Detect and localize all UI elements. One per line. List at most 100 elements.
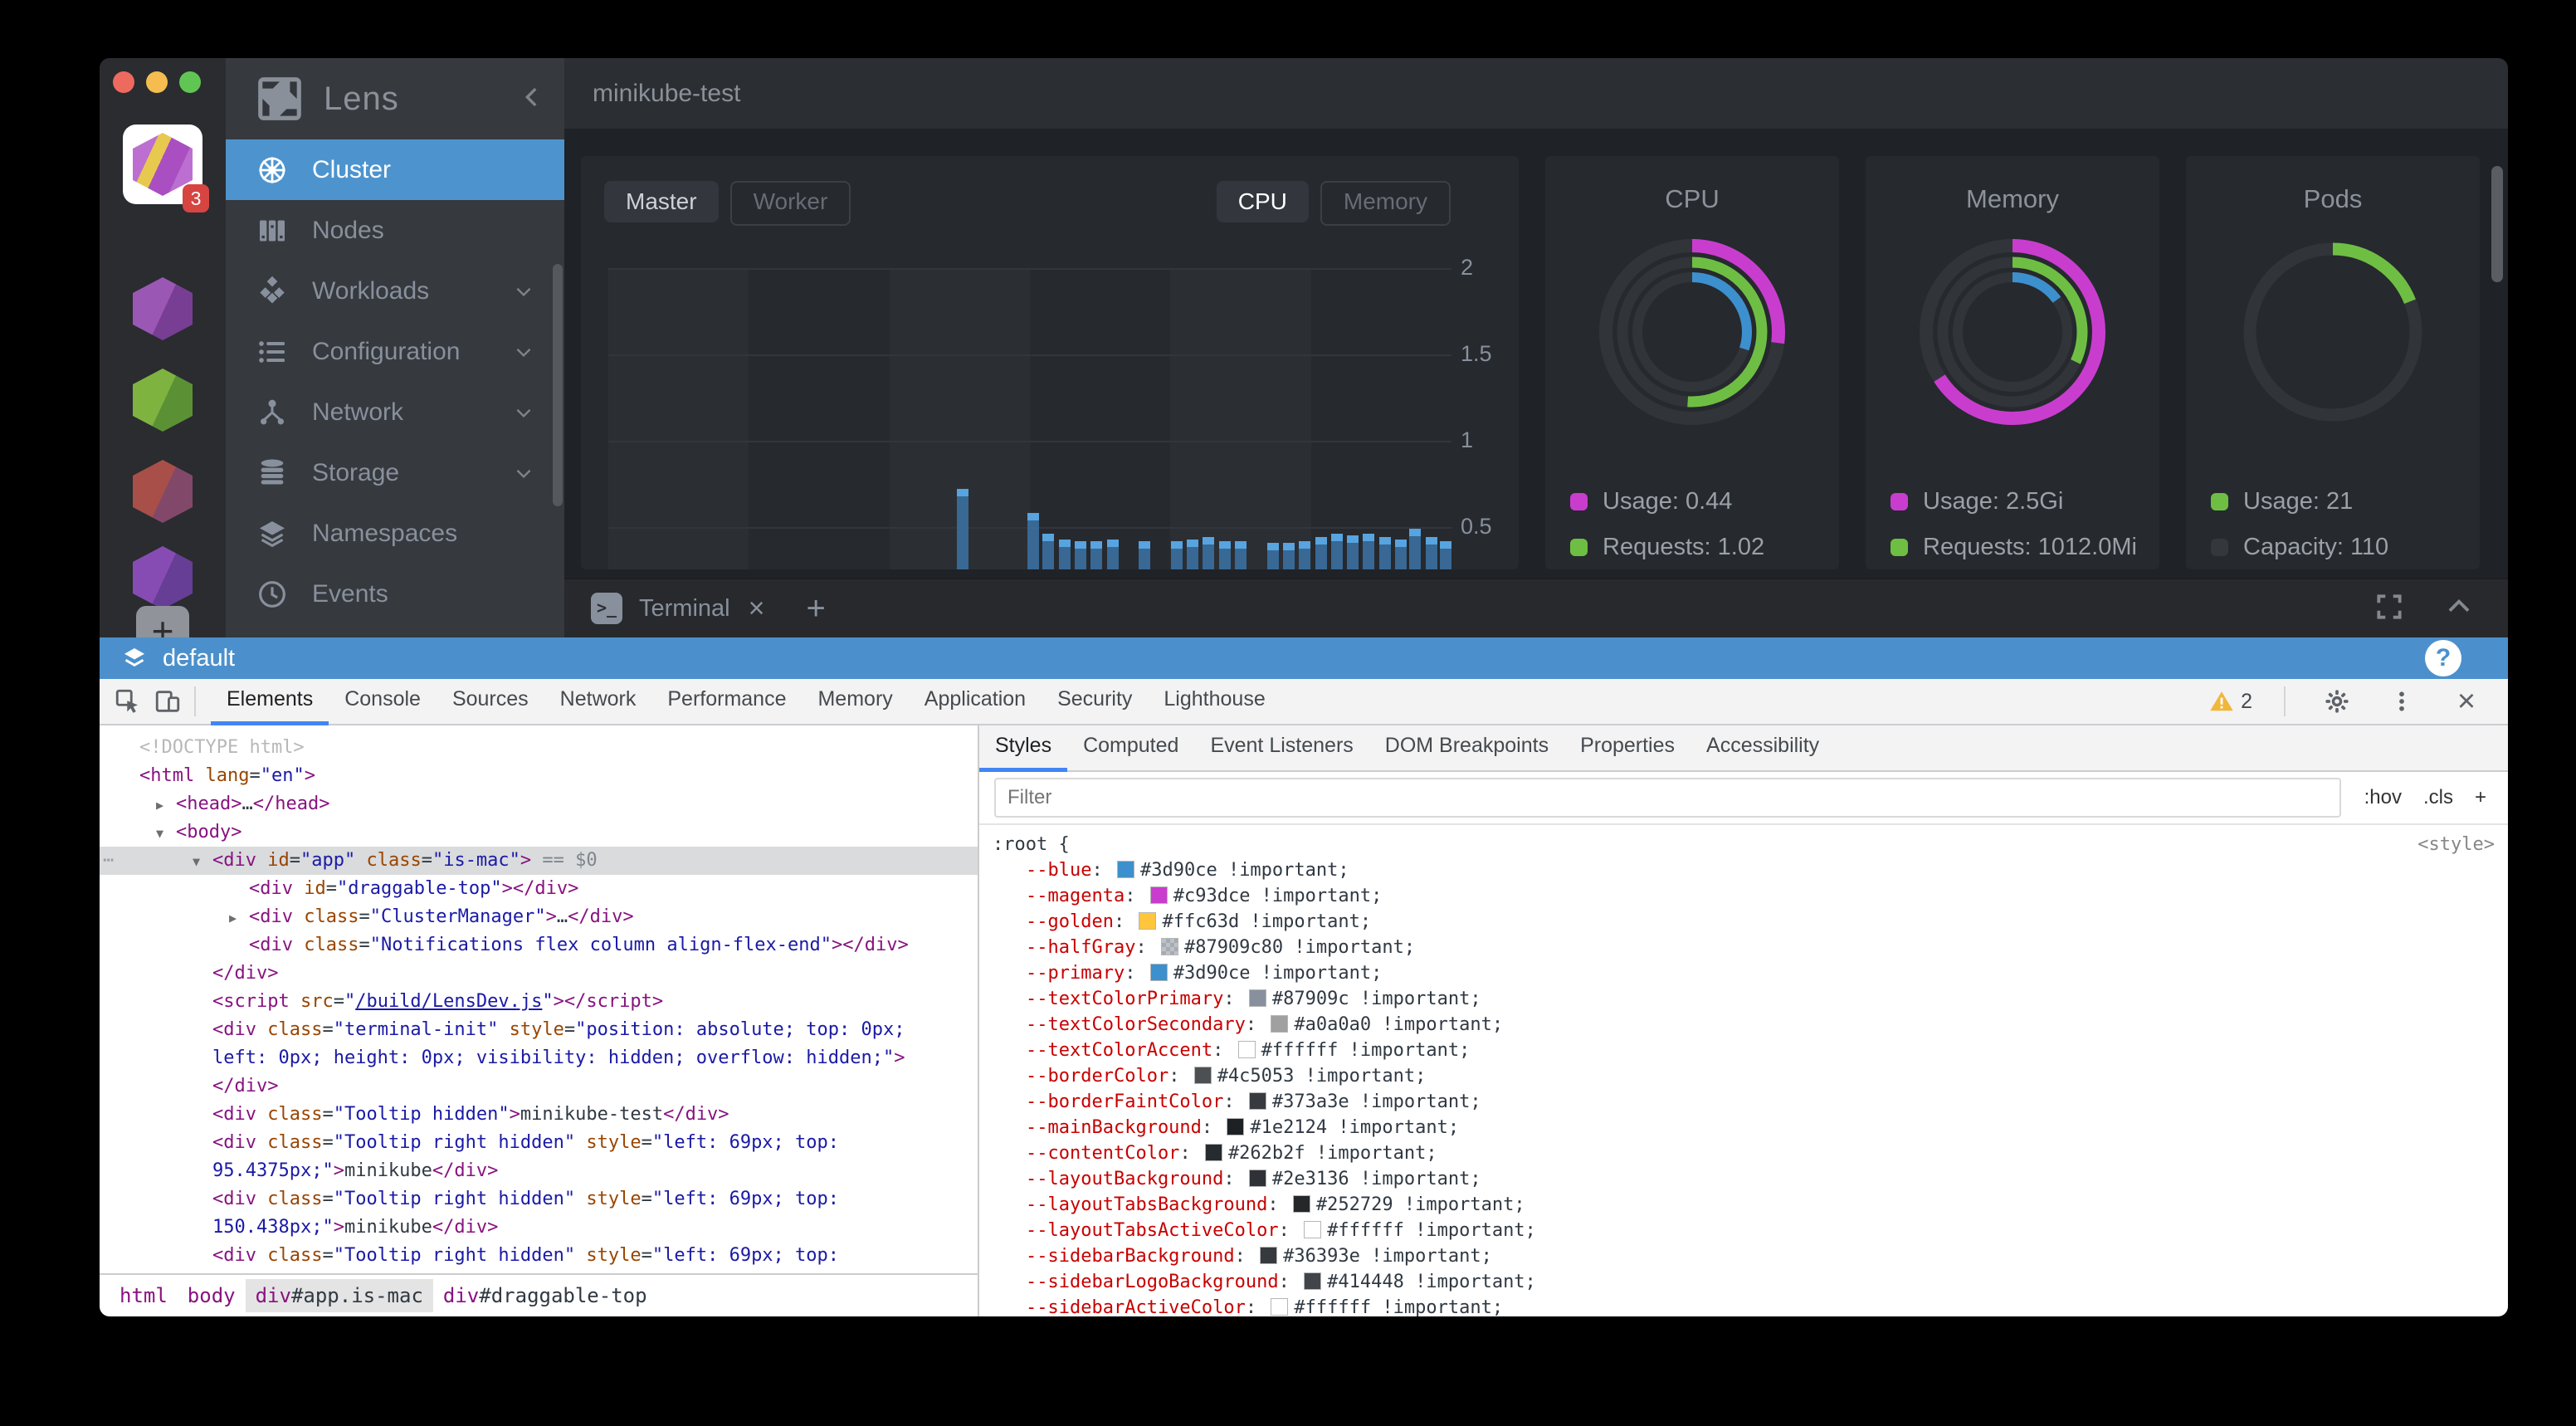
css-variable-row[interactable]: --sidebarLogoBackground: #414448 !import…: [1026, 1272, 1536, 1292]
dom-tree-line[interactable]: left: 0px; height: 0px; visibility: hidd…: [212, 1048, 905, 1068]
styles-tab-accessibility[interactable]: Accessibility: [1706, 733, 1820, 757]
cluster-button[interactable]: [133, 460, 193, 523]
terminal-close-icon[interactable]: ×: [748, 592, 765, 624]
color-swatch[interactable]: [1149, 886, 1168, 904]
dom-tree-line[interactable]: <div class="Tooltip right hidden" style=…: [212, 1132, 840, 1153]
devtools-tab-security[interactable]: Security: [1057, 686, 1133, 711]
css-variable-row[interactable]: --textColorSecondary: #a0a0a0 !important…: [1026, 1014, 1504, 1035]
collapse-arrow-icon[interactable]: ▼: [193, 854, 201, 869]
sidebar-item-events[interactable]: Events: [226, 564, 564, 624]
breadcrumb-item[interactable]: div#draggable-top: [442, 1284, 647, 1307]
dom-tree-line[interactable]: <!DOCTYPE html>: [139, 737, 305, 758]
css-variable-row[interactable]: --mainBackground: #1e2124 !important;: [1026, 1117, 1460, 1138]
color-swatch[interactable]: [1271, 1298, 1289, 1316]
css-variable-row[interactable]: --layoutTabsActiveColor: #ffffff !import…: [1026, 1220, 1536, 1241]
styles-toggle-[interactable]: +: [2474, 786, 2486, 808]
cluster-button[interactable]: [133, 546, 193, 609]
css-variable-row[interactable]: --layoutTabsBackground: #252729 !importa…: [1026, 1194, 1525, 1215]
color-swatch[interactable]: [1227, 1118, 1245, 1135]
metric-tab-cpu[interactable]: CPU: [1216, 181, 1309, 222]
collapse-arrow-icon[interactable]: ▼: [156, 826, 164, 841]
dom-tree-line[interactable]: ⋯ ▼ <div id="app" class="is-mac"> == $0: [100, 847, 978, 875]
dom-tree-line[interactable]: ▼ <body>: [100, 818, 978, 847]
breadcrumb-item[interactable]: html: [120, 1284, 168, 1307]
chevron-down-icon[interactable]: [513, 341, 534, 363]
color-swatch[interactable]: [1248, 1092, 1266, 1110]
css-variable-row[interactable]: --golden: #ffc63d !important;: [1026, 911, 1372, 932]
dom-tree-line[interactable]: 95.4375px;">minikube</div>: [212, 1160, 499, 1181]
dom-tree-line[interactable]: <html lang="en">: [139, 765, 315, 786]
color-swatch[interactable]: [1304, 1272, 1322, 1290]
active-cluster-button[interactable]: 3: [123, 125, 209, 212]
sidebar-item-configuration[interactable]: Configuration: [226, 321, 564, 382]
warning-badge[interactable]: 2: [2209, 689, 2252, 714]
dom-tree-line[interactable]: <div class="Notifications flex column al…: [249, 935, 909, 955]
css-variable-row[interactable]: --primary: #3d90ce !important;: [1026, 963, 1383, 984]
dom-tree-line[interactable]: <div class="terminal-init" style="positi…: [212, 1019, 905, 1040]
dom-tree-line[interactable]: <div class="Tooltip right hidden" style=…: [212, 1245, 840, 1266]
gear-icon[interactable]: [2317, 683, 2357, 720]
chevron-down-icon[interactable]: [513, 402, 534, 423]
css-variable-row[interactable]: --sidebarBackground: #36393e !important;: [1026, 1246, 1492, 1267]
color-swatch[interactable]: [1304, 1221, 1322, 1238]
terminal-tab[interactable]: Terminal: [639, 594, 730, 622]
sidebar-item-cluster[interactable]: Cluster: [226, 139, 564, 200]
stylesheet-source-link[interactable]: <style>: [2417, 834, 2495, 855]
color-swatch[interactable]: [1248, 989, 1266, 1007]
help-icon[interactable]: ?: [2425, 640, 2461, 676]
styles-tab-properties[interactable]: Properties: [1580, 733, 1676, 757]
zoom-window-button[interactable]: [179, 71, 201, 93]
minimize-window-button[interactable]: [146, 71, 168, 93]
color-swatch[interactable]: [1160, 938, 1178, 955]
color-swatch[interactable]: [1248, 1170, 1266, 1187]
sidebar-item-nodes[interactable]: Nodes: [226, 200, 564, 261]
color-swatch[interactable]: [1260, 1247, 1278, 1264]
css-variable-row[interactable]: --layoutBackground: #2e3136 !important;: [1026, 1169, 1481, 1189]
devtools-tab-memory[interactable]: Memory: [817, 686, 893, 711]
expand-icon[interactable]: [2374, 591, 2405, 623]
devtools-tab-performance[interactable]: Performance: [667, 686, 787, 711]
dom-tree-line[interactable]: </div>: [212, 1076, 279, 1096]
metric-tab-memory[interactable]: Memory: [1320, 181, 1451, 226]
styles-tab-event-listeners[interactable]: Event Listeners: [1210, 733, 1354, 757]
sidebar-scrollbar[interactable]: [553, 264, 563, 506]
devtools-tab-lighthouse[interactable]: Lighthouse: [1164, 686, 1266, 711]
kebab-menu-icon[interactable]: [2382, 683, 2422, 720]
color-swatch[interactable]: [1149, 964, 1168, 981]
sidebar-item-namespaces[interactable]: Namespaces: [226, 503, 564, 564]
css-variable-row[interactable]: --magenta: #c93dce !important;: [1026, 886, 1383, 906]
color-swatch[interactable]: [1116, 861, 1134, 878]
device-toolbar-icon[interactable]: [148, 683, 188, 720]
dom-tree-line[interactable]: ▶ <div class="ClusterManager">…</div>: [100, 903, 978, 931]
color-swatch[interactable]: [1271, 1015, 1289, 1033]
dom-tree-line[interactable]: <script src="/build/LensDev.js"></script…: [212, 991, 664, 1012]
master-node-button[interactable]: Master: [604, 181, 719, 222]
namespace-selector[interactable]: default: [163, 644, 236, 671]
sidebar-item-storage[interactable]: Storage: [226, 442, 564, 503]
devtools-tab-application[interactable]: Application: [924, 686, 1027, 711]
css-variable-row[interactable]: --blue: #3d90ce !important;: [1026, 860, 1349, 881]
devtools-tab-network[interactable]: Network: [559, 686, 637, 711]
chevron-left-icon[interactable]: [518, 83, 546, 111]
css-variable-row[interactable]: --borderFaintColor: #373a3e !important;: [1026, 1091, 1481, 1112]
sidebar-item-network[interactable]: Network: [226, 382, 564, 442]
worker-node-button[interactable]: Worker: [729, 181, 851, 226]
dom-tree-line[interactable]: <div class="Tooltip right hidden" style=…: [212, 1189, 840, 1209]
styles-filter-input[interactable]: [994, 778, 2341, 818]
expand-arrow-icon[interactable]: ▶: [156, 798, 164, 813]
dom-tree-line[interactable]: <div id="draggable-top"></div>: [249, 878, 579, 899]
cluster-button[interactable]: [133, 369, 193, 432]
color-swatch[interactable]: [1193, 1067, 1212, 1084]
color-swatch[interactable]: [1237, 1041, 1256, 1058]
styles-tab-dom-breakpoints[interactable]: DOM Breakpoints: [1384, 733, 1549, 757]
breadcrumb-item[interactable]: body: [187, 1284, 236, 1307]
sidebar-item-workloads[interactable]: Workloads: [226, 261, 564, 321]
dom-tree-line[interactable]: ▶ <head>…</head>: [100, 790, 978, 818]
css-variable-row[interactable]: --textColorAccent: #ffffff !important;: [1026, 1040, 1471, 1061]
inspect-cursor-icon[interactable]: [108, 683, 148, 720]
styles-tab-styles[interactable]: Styles: [979, 725, 1068, 772]
css-variable-row[interactable]: --borderColor: #4c5053 !important;: [1026, 1066, 1427, 1087]
dom-tree-line[interactable]: </div>: [212, 963, 279, 984]
css-variable-row[interactable]: --sidebarActiveColor: #ffffff !important…: [1026, 1297, 1504, 1316]
color-swatch[interactable]: [1139, 912, 1157, 930]
